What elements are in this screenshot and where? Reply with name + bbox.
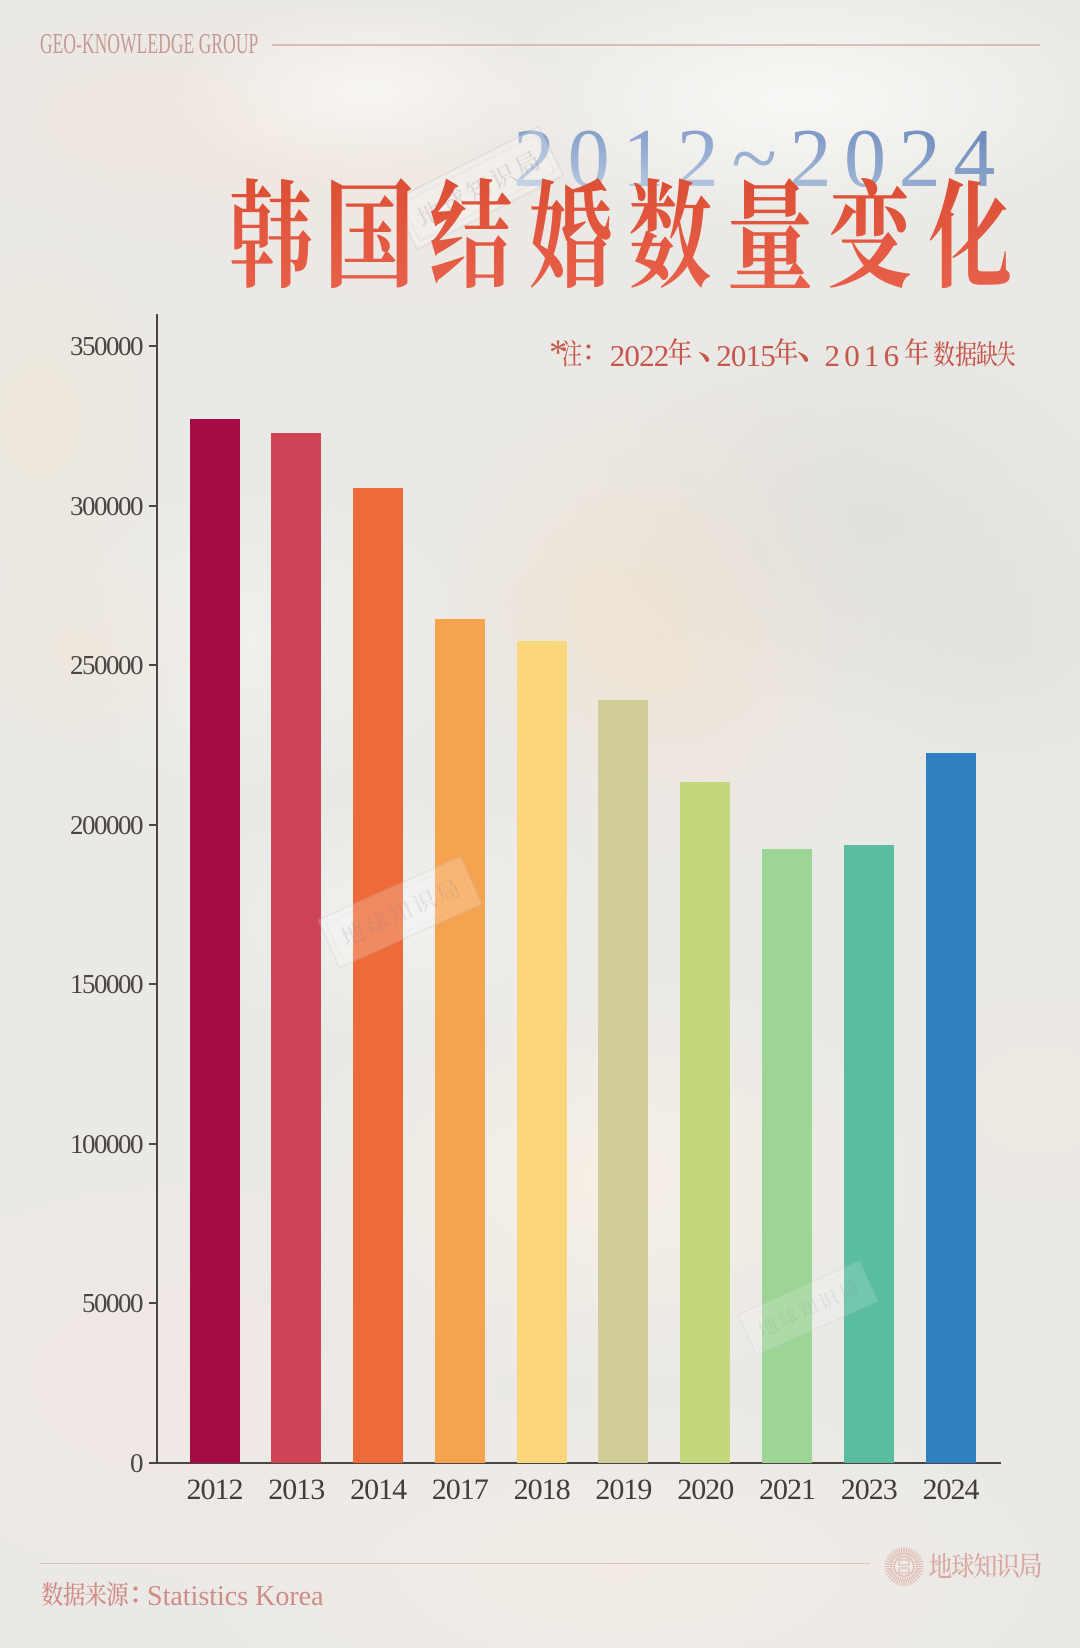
- svg-text:Statistics Korea: Statistics Korea: [147, 1581, 324, 1612]
- svg-text:2022: 2022: [610, 338, 669, 373]
- svg-text:2016: 2016: [825, 338, 904, 373]
- svg-text:2015: 2015: [716, 338, 775, 373]
- svg-text:*: *: [549, 332, 567, 372]
